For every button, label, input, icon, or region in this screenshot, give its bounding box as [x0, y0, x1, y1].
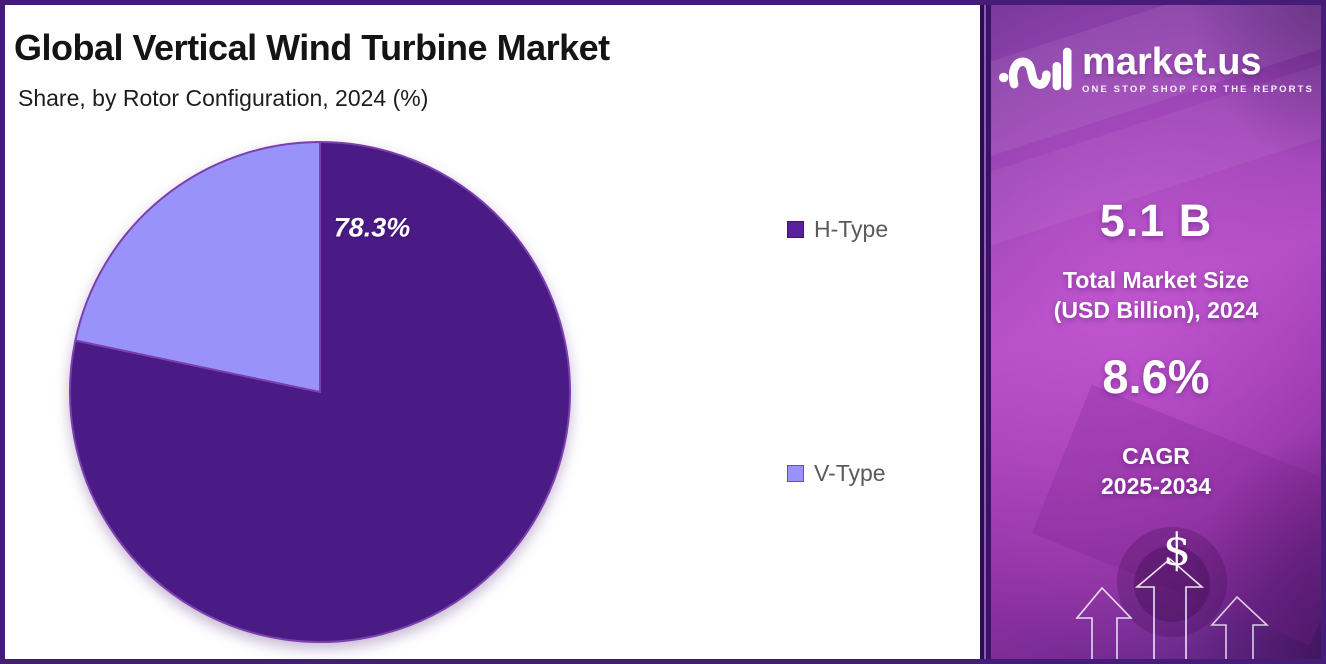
legend-swatch	[787, 220, 804, 238]
cagr-value: 8.6%	[1102, 350, 1210, 403]
brand-tagline: ONE STOP SHOP FOR THE REPORTS	[1082, 83, 1314, 95]
total-market-size-label-line2: (USD Billion), 2024	[1053, 297, 1259, 323]
total-market-size-label: Total Market Size (USD Billion), 2024	[991, 265, 1321, 325]
total-market-size-label-line1: Total Market Size	[1062, 267, 1250, 293]
logo-text-block: market.us ONE STOP SHOP FOR THE REPORTS	[1082, 42, 1314, 95]
legend-label: H-Type	[814, 216, 889, 242]
pie-slices	[69, 141, 571, 643]
up-arrow-icon	[1134, 557, 1205, 659]
legend-item-v-type: V-Type	[787, 461, 886, 485]
dollar-icon: $	[1163, 525, 1191, 576]
panel-divider	[980, 5, 991, 659]
legend-item-h-type: H-Type	[787, 217, 888, 241]
up-arrow-icon	[1210, 595, 1270, 659]
brand-stats-panel: market.us ONE STOP SHOP FOR THE REPORTS …	[991, 5, 1321, 659]
chart-area: Global Vertical Wind Turbine Market Shar…	[5, 5, 980, 659]
page-title: Global Vertical Wind Turbine Market	[14, 27, 610, 68]
chart-subtitle: Share, by Rotor Configuration, 2024 (%)	[18, 85, 429, 111]
pie-slice-label: 78.3%	[333, 212, 411, 243]
pie-slice-v-type	[74, 141, 321, 393]
cagr-label-line2: 2025-2034	[1101, 473, 1211, 499]
cagr-label: CAGR 2025-2034	[991, 441, 1321, 501]
brand-name: market.us	[1082, 40, 1262, 83]
cup-shape	[1117, 527, 1227, 637]
legend-label: V-Type	[814, 460, 886, 486]
cagr-label-line1: CAGR	[1122, 443, 1190, 469]
legend-swatch	[787, 464, 804, 482]
marketus-logo: market.us ONE STOP SHOP FOR THE REPORTS	[991, 39, 1321, 97]
up-arrow-icon	[1075, 586, 1133, 659]
total-market-size-value: 5.1 B	[1099, 195, 1213, 246]
growth-arrows-graphic: $	[1075, 525, 1270, 659]
cup-inner-shape	[1134, 546, 1210, 622]
pie-chart	[69, 141, 571, 643]
marketus-logo-icon	[998, 47, 1072, 91]
